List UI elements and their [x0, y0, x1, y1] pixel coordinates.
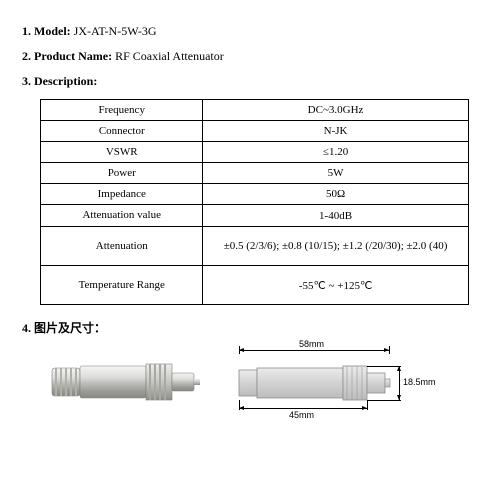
- spec-param: Attenuation: [41, 227, 203, 266]
- spec-value: 50Ω: [203, 184, 468, 205]
- dim-line-diameter: [399, 366, 400, 400]
- spec-param: Power: [41, 163, 203, 184]
- section-num: 1.: [22, 24, 31, 38]
- spec-value: DC~3.0GHz: [203, 100, 468, 121]
- spec-param: VSWR: [41, 142, 203, 163]
- section-product-name: 2. Product Name: RF Coaxial Attenuator: [22, 49, 478, 64]
- spec-table: FrequencyDC~3.0GHzConnectorN-JKVSWR≤1.20…: [40, 99, 469, 305]
- section-num: 3.: [22, 74, 31, 88]
- table-row: Attenuation±0.5 (2/3/6); ±0.8 (10/15); ±…: [41, 227, 469, 266]
- dim-body-length: 45mm: [289, 410, 314, 420]
- section-model: 1. Model: JX-AT-N-5W-3G: [22, 24, 478, 39]
- table-row: ConnectorN-JK: [41, 121, 469, 142]
- table-row: Attenuation value1-40dB: [41, 205, 469, 227]
- section-label: 图片及尺寸：: [34, 321, 106, 335]
- spec-param: Temperature Range: [41, 266, 203, 305]
- spec-value: 1-40dB: [203, 205, 468, 227]
- spec-value: 5W: [203, 163, 468, 184]
- table-row: FrequencyDC~3.0GHz: [41, 100, 469, 121]
- technical-drawing: 58mm: [227, 342, 427, 422]
- dim-line-body: [239, 408, 367, 409]
- table-row: Power5W: [41, 163, 469, 184]
- spec-param: Frequency: [41, 100, 203, 121]
- spec-param: Impedance: [41, 184, 203, 205]
- section-image-dims: 4. 图片及尺寸：: [22, 319, 478, 336]
- spec-param: Attenuation value: [41, 205, 203, 227]
- dim-diameter: 18.5mm: [403, 377, 436, 387]
- table-row: Impedance50Ω: [41, 184, 469, 205]
- section-description: 3. Description:: [22, 74, 478, 89]
- section-value: JX-AT-N-5W-3G: [74, 24, 157, 38]
- product-photo: [48, 351, 203, 413]
- section-num: 4.: [22, 321, 31, 335]
- spec-value: ±0.5 (2/3/6); ±0.8 (10/15); ±1.2 (/20/30…: [203, 227, 468, 266]
- spec-param: Connector: [41, 121, 203, 142]
- spec-value: -55℃ ~ +125℃: [203, 266, 468, 305]
- section-label: Description:: [34, 74, 97, 88]
- table-row: VSWR≤1.20: [41, 142, 469, 163]
- spec-value: N-JK: [203, 121, 468, 142]
- section-num: 2.: [22, 49, 31, 63]
- section-label: Model:: [34, 24, 71, 38]
- figure-row: 58mm: [48, 342, 478, 422]
- table-row: Temperature Range-55℃ ~ +125℃: [41, 266, 469, 305]
- spec-value: ≤1.20: [203, 142, 468, 163]
- section-value: RF Coaxial Attenuator: [115, 49, 224, 63]
- section-label: Product Name:: [34, 49, 112, 63]
